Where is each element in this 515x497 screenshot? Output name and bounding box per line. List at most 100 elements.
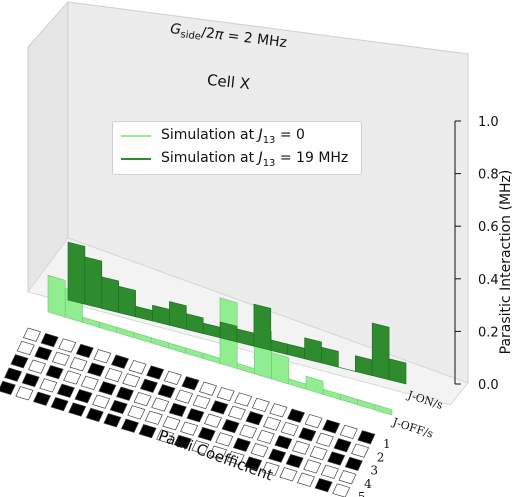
pauli-cell-filled (85, 407, 104, 423)
pauli-cell-filled (322, 419, 341, 434)
pauli-cell-empty (69, 357, 88, 372)
bar (101, 276, 119, 313)
pauli-cell-empty (234, 392, 253, 407)
pauli-cell-empty (156, 429, 175, 444)
legend-item-j13-19: Simulation at J13 = 19 MHz (121, 149, 348, 169)
pauli-cell-filled (56, 383, 75, 398)
qubit-label: 2 (377, 450, 385, 464)
pauli-cell-filled (197, 426, 216, 442)
pauli-cell-filled (138, 423, 157, 439)
pauli-cell-empty (63, 370, 82, 385)
pauli-cell-empty (279, 467, 298, 482)
pauli-coefficient-grid (0, 327, 376, 497)
pauli-cell-empty (303, 459, 322, 474)
bar (321, 346, 339, 368)
pauli-cell-empty (338, 470, 357, 485)
pauli-cell-filled (116, 386, 134, 401)
pauli-cell-filled (344, 456, 363, 472)
pauli-cell-filled (232, 437, 251, 452)
top-title: Gside/2π = 2 MHz (169, 21, 288, 53)
pauli-cell-filled (314, 477, 333, 493)
pauli-cell-empty (133, 391, 152, 407)
bar (374, 404, 393, 416)
bar (271, 352, 290, 385)
bar (322, 388, 341, 400)
bar (253, 303, 272, 351)
pauli-cell-empty (209, 445, 227, 460)
pauli-cell-filled (173, 434, 192, 450)
pauli-cell-filled (4, 367, 23, 382)
z-tick-label: 0.8 (478, 168, 499, 183)
bar (388, 358, 407, 385)
pauli-cell-empty (127, 405, 146, 420)
row-label-j-off: J-OFF/s (390, 415, 435, 441)
bars-j-on-series (67, 241, 407, 385)
z-tick-label: 0.6 (478, 220, 499, 235)
qubit-index-labels: 12345 (358, 437, 391, 497)
pauli-cell-empty (28, 359, 46, 374)
bar (67, 241, 86, 305)
pauli-cell-empty (250, 443, 269, 458)
pauli-cell-filled (109, 399, 128, 415)
pauli-cell-filled (244, 456, 263, 471)
bar (116, 326, 135, 339)
pauli-cell-empty (128, 359, 147, 375)
bar (82, 316, 100, 328)
pauli-cell-empty (15, 386, 34, 401)
cell-label: Cell X (206, 71, 251, 93)
pauli-cell-empty (261, 461, 280, 477)
pauli-cell-filled (287, 408, 305, 423)
pauli-cell-filled (221, 418, 240, 434)
pauli-cell-filled (210, 400, 229, 415)
pauli-cell-empty (251, 397, 270, 413)
bar (236, 362, 255, 375)
pauli-cell-empty (269, 403, 288, 418)
pauli-cell-empty (351, 443, 370, 458)
bar (219, 321, 238, 343)
bar (168, 342, 186, 354)
pauli-cell-empty (216, 386, 235, 402)
bar (357, 399, 376, 411)
pauli-cell-empty (93, 349, 112, 364)
pauli-cell-empty (122, 373, 141, 388)
legend-label-j13-19: Simulation at J13 = 19 MHz (161, 149, 349, 169)
z-tick-label: 0.4 (478, 273, 499, 288)
pauli-cell-empty (39, 378, 58, 393)
pauli-cell-empty (151, 397, 170, 412)
pauli-cell-filled (146, 365, 165, 380)
pauli-cell-empty (163, 370, 182, 386)
pauli-cell-empty (315, 432, 334, 447)
pauli-cell-filled (268, 448, 287, 463)
pauli-cell-empty (332, 483, 351, 497)
pauli-cell-empty (104, 367, 123, 383)
pauli-cell-filled (139, 378, 158, 393)
pauli-cell-empty (58, 338, 77, 353)
pauli-cell-filled (103, 413, 122, 428)
pauli-cell-filled (285, 453, 304, 469)
pauli-cell-empty (16, 340, 35, 356)
pauli-cell-empty (199, 381, 217, 396)
z-axis: 0.0 0.2 0.4 0.6 0.8 1.0 (454, 115, 499, 393)
pauli-cell-empty (162, 416, 181, 431)
pauli-cell-filled (186, 408, 205, 423)
pauli-cell-empty (226, 450, 245, 466)
pauli-cell-empty (215, 432, 234, 447)
pauli-cell-empty (292, 440, 310, 455)
bar (118, 285, 136, 318)
pauli-cell-empty (297, 472, 315, 487)
bar (47, 274, 66, 318)
qubit-label: 1 (383, 437, 391, 451)
pauli-cell-empty (175, 389, 194, 404)
bar (169, 301, 187, 330)
pauli-cell-filled (87, 362, 106, 377)
bar (371, 322, 390, 381)
pauli-cell-empty (227, 405, 246, 420)
pauli-cell-filled (245, 411, 264, 426)
pauli-cell-filled (168, 402, 187, 418)
pauli-cell-filled (111, 354, 129, 369)
pauli-cell-empty (192, 394, 211, 410)
pauli-cell-filled (33, 391, 51, 406)
legend-label-j13-zero: Simulation at J13 = 0 (161, 126, 305, 146)
bar (84, 256, 103, 309)
pauli-cell-filled (333, 438, 352, 453)
